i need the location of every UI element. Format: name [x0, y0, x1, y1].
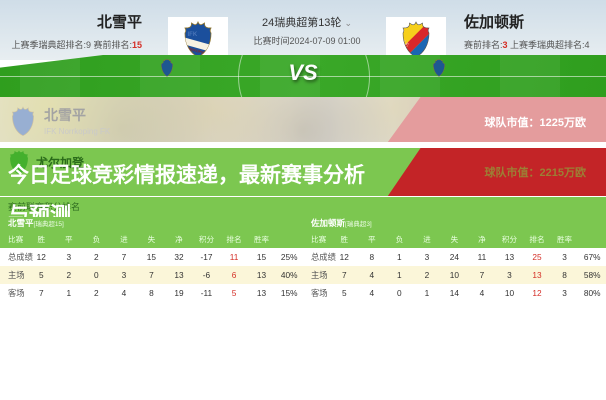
svg-text:IFK: IFK — [188, 32, 198, 38]
